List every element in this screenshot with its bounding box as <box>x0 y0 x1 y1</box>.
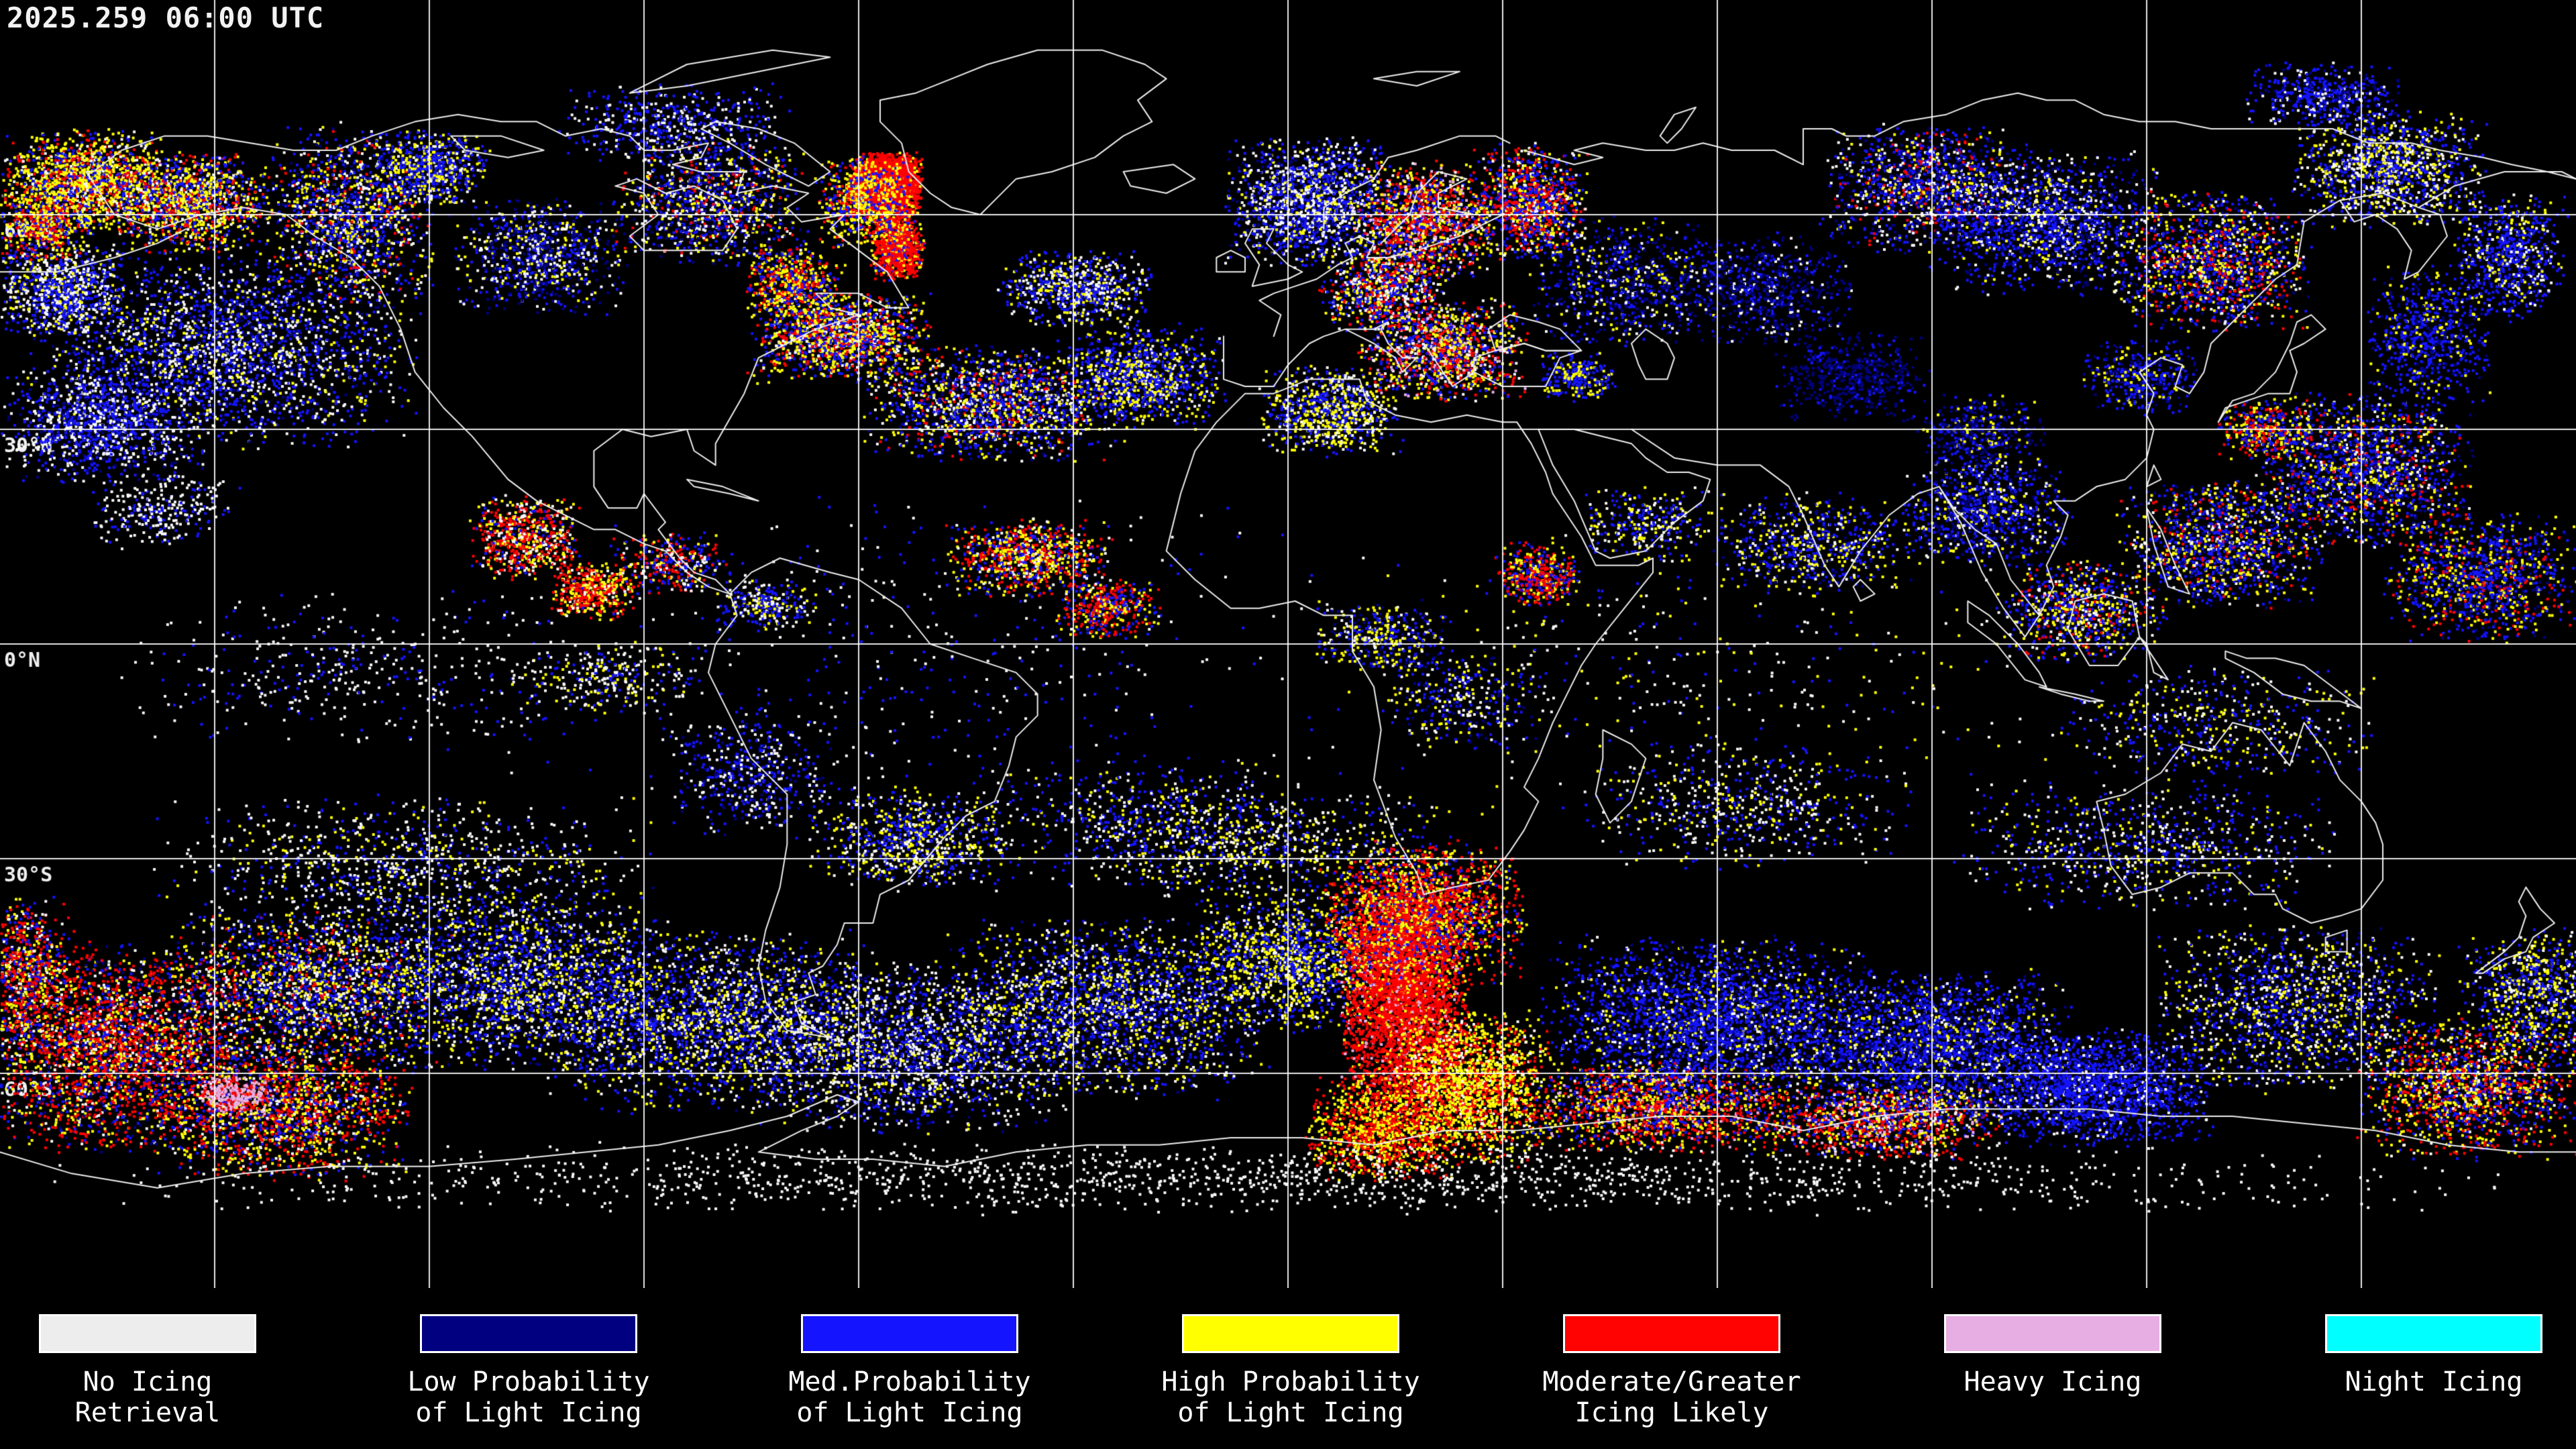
legend-label: Moderate/Greater Icing Likely <box>1542 1366 1801 1428</box>
legend-label: Med.Probability of Light Icing <box>788 1366 1031 1428</box>
legend-item-med-probability: Med.Probability of Light Icing <box>788 1288 1031 1449</box>
legend-label: High Probability of Light Icing <box>1161 1366 1420 1428</box>
legend-swatch <box>2325 1314 2542 1353</box>
legend-item-heavy-icing: Heavy Icing <box>1944 1288 2161 1449</box>
legend-item-no-icing: No Icing Retrieval <box>39 1288 256 1449</box>
legend-label: Heavy Icing <box>1964 1366 2142 1397</box>
legend-item-high-probability: High Probability of Light Icing <box>1161 1288 1420 1449</box>
legend-swatch <box>1182 1314 1399 1353</box>
legend-item-moderate-greater: Moderate/Greater Icing Likely <box>1542 1288 1801 1449</box>
legend-bar: No Icing Retrieval Low Probability of Ligh… <box>0 1288 2576 1449</box>
world-icing-map-canvas <box>0 0 2576 1288</box>
legend-swatch <box>1944 1314 2161 1353</box>
legend-label: Night Icing <box>2345 1366 2523 1397</box>
legend-swatch <box>420 1314 637 1353</box>
timestamp-label: 2025.259 06:00 UTC <box>7 1 325 34</box>
legend-swatch <box>1563 1314 1780 1353</box>
legend-item-night-icing: Night Icing <box>2325 1288 2542 1449</box>
legend-label: Low Probability of Light Icing <box>407 1366 650 1428</box>
legend-item-low-probability: Low Probability of Light Icing <box>407 1288 650 1449</box>
legend-label: No Icing Retrieval <box>74 1366 221 1428</box>
legend-swatch <box>801 1314 1018 1353</box>
legend-swatch <box>39 1314 256 1353</box>
